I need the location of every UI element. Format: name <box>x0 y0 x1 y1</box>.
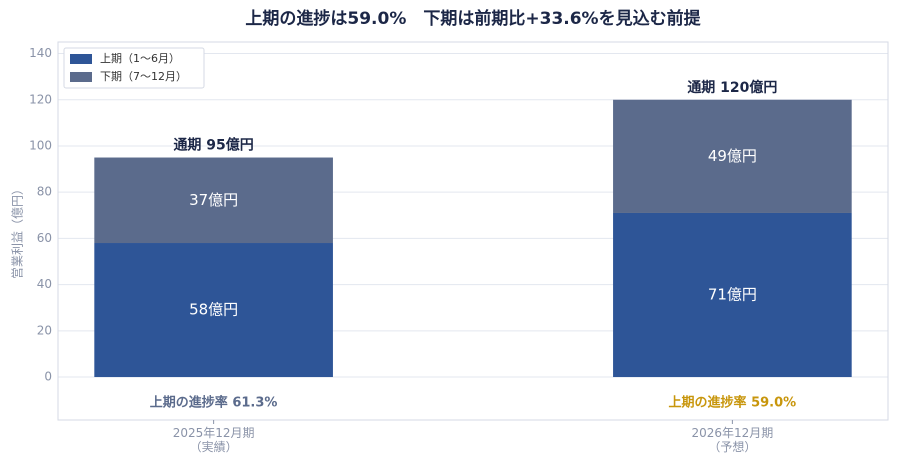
bar-segment <box>613 212 852 378</box>
value-label: 71億円 <box>708 286 757 304</box>
legend-label: 上期（1〜6月） <box>100 52 180 65</box>
y-tick-label: 80 <box>37 185 52 199</box>
legend-swatch <box>70 54 92 64</box>
plot-frame <box>57 41 889 421</box>
y-tick-label: 20 <box>37 323 52 337</box>
value-label: 49億円 <box>708 147 757 165</box>
legend-label: 下期（7〜12月） <box>100 70 187 83</box>
y-tick-label: 140 <box>29 46 52 60</box>
x-tick-label-line: 2026年12月期 <box>691 426 773 440</box>
y-tick-label: 60 <box>37 231 52 245</box>
y-tick-label: 40 <box>37 277 52 291</box>
x-tick-label-line: （実績） <box>190 439 238 454</box>
annotation: 上期の進捗率 59.0% <box>669 395 797 411</box>
bar-segment <box>94 157 333 244</box>
x-tick-label: 2026年12月期（予想） <box>691 426 773 454</box>
legend-box <box>63 47 205 89</box>
legend-swatch <box>70 72 92 82</box>
total-label: 通期 95億円 <box>173 137 253 154</box>
chart-title: 上期の進捗は59.0% 下期は前期比+33.6%を見込む前提 <box>245 8 701 29</box>
y-axis-label: 営業利益（億円） <box>11 183 25 279</box>
bar-segment <box>613 99 852 213</box>
x-tick-label: 2025年12月期（実績） <box>173 426 255 454</box>
y-tick-label: 100 <box>29 138 52 152</box>
x-tick-label-line: （予想） <box>708 439 756 454</box>
y-tick-label: 120 <box>29 92 52 106</box>
value-label: 37億円 <box>189 191 238 209</box>
annotation: 上期の進捗率 61.3% <box>150 395 278 411</box>
bar-segment <box>94 243 333 378</box>
total-label: 通期 120億円 <box>687 79 777 96</box>
y-tick-label: 0 <box>44 370 52 384</box>
x-tick-label-line: 2025年12月期 <box>173 426 255 440</box>
value-label: 58億円 <box>189 301 238 319</box>
